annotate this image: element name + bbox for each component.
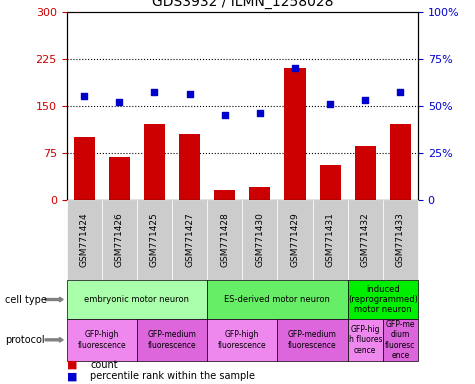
Text: GSM771427: GSM771427 — [185, 213, 194, 267]
Text: GSM771431: GSM771431 — [326, 213, 334, 267]
Bar — [109, 157, 130, 200]
Point — [221, 112, 228, 118]
Text: percentile rank within the sample: percentile rank within the sample — [90, 371, 255, 381]
Point — [361, 97, 369, 103]
Text: GSM771426: GSM771426 — [115, 213, 124, 267]
Bar — [214, 190, 235, 200]
Text: GSM771424: GSM771424 — [80, 213, 88, 267]
Bar — [249, 187, 270, 200]
Bar — [74, 137, 95, 200]
Point — [186, 91, 193, 98]
Point — [397, 89, 404, 96]
Text: protocol: protocol — [5, 335, 44, 345]
Point — [80, 93, 88, 99]
Text: GSM771430: GSM771430 — [256, 213, 264, 267]
Text: ■: ■ — [66, 371, 77, 381]
Point — [291, 65, 299, 71]
Bar — [320, 165, 341, 200]
Bar — [285, 68, 305, 200]
Point — [326, 101, 334, 107]
Bar — [179, 134, 200, 200]
Text: count: count — [90, 360, 118, 370]
Text: GFP-hig
h fluores
cence: GFP-hig h fluores cence — [349, 325, 382, 355]
Text: GFP-medium
fluorescence: GFP-medium fluorescence — [148, 330, 196, 349]
Text: cell type: cell type — [5, 295, 47, 305]
Bar — [355, 146, 376, 200]
Text: GFP-high
fluorescence: GFP-high fluorescence — [218, 330, 266, 349]
Bar — [390, 124, 411, 200]
Title: GDS3932 / ILMN_1258028: GDS3932 / ILMN_1258028 — [152, 0, 333, 9]
Text: ES-derived motor neuron: ES-derived motor neuron — [225, 295, 330, 304]
Point — [115, 99, 123, 105]
Text: embryonic motor neuron: embryonic motor neuron — [84, 295, 190, 304]
Text: GFP-high
fluorescence: GFP-high fluorescence — [77, 330, 126, 349]
Text: GFP-medium
fluorescence: GFP-medium fluorescence — [288, 330, 337, 349]
Text: GSM771433: GSM771433 — [396, 213, 405, 267]
Text: GSM771428: GSM771428 — [220, 213, 229, 267]
Text: induced
(reprogrammed)
motor neuron: induced (reprogrammed) motor neuron — [348, 285, 418, 314]
Text: GSM771425: GSM771425 — [150, 213, 159, 267]
Text: GFP-me
dium
fluoresc
ence: GFP-me dium fluoresc ence — [385, 320, 416, 360]
Text: ■: ■ — [66, 360, 77, 370]
Point — [256, 110, 264, 116]
Point — [151, 89, 158, 96]
Text: GSM771432: GSM771432 — [361, 213, 370, 267]
Text: GSM771429: GSM771429 — [291, 213, 299, 267]
Bar — [144, 124, 165, 200]
